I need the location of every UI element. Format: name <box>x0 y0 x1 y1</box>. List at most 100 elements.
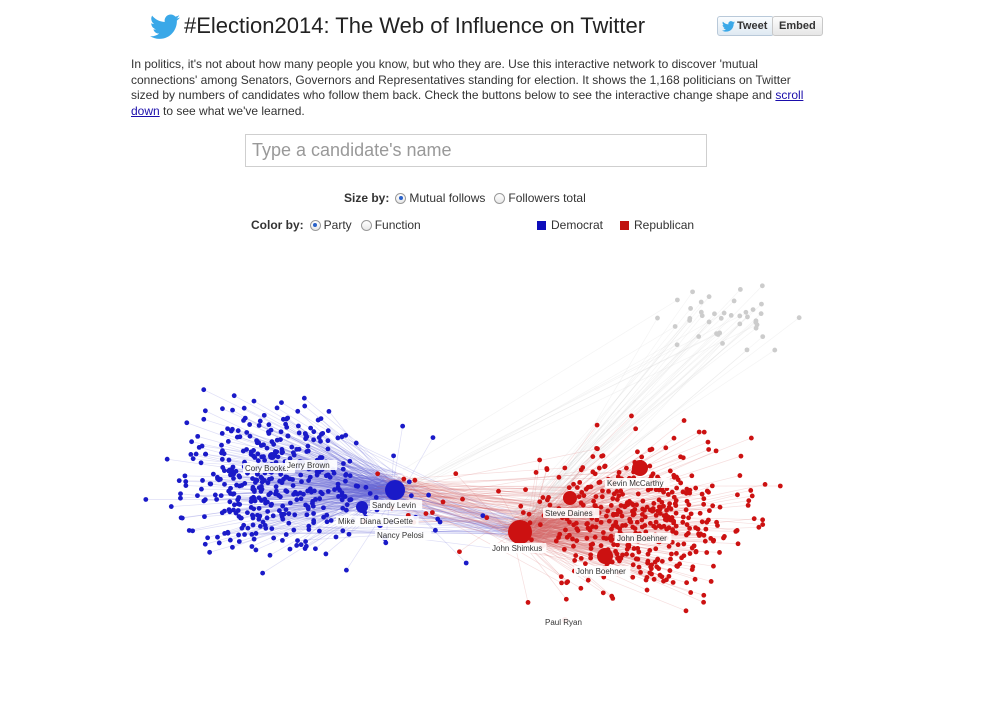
network-node[interactable] <box>705 439 711 445</box>
network-node[interactable] <box>311 520 317 526</box>
network-node[interactable] <box>308 425 314 431</box>
network-node[interactable] <box>673 503 679 509</box>
network-node[interactable] <box>627 519 633 524</box>
network-node[interactable] <box>671 518 677 524</box>
network-node[interactable] <box>644 504 650 510</box>
network-node[interactable] <box>304 449 310 454</box>
network-node[interactable] <box>735 492 740 498</box>
network-node[interactable] <box>670 580 676 585</box>
network-node[interactable] <box>460 496 465 502</box>
network-node[interactable] <box>236 473 242 479</box>
network-node[interactable] <box>230 544 235 550</box>
network-node[interactable] <box>278 429 284 435</box>
network-node[interactable] <box>698 309 704 315</box>
network-node[interactable] <box>228 428 234 434</box>
network-node[interactable] <box>253 477 259 483</box>
network-node[interactable] <box>683 490 689 496</box>
network-node[interactable] <box>616 493 622 499</box>
network-node[interactable] <box>236 539 242 544</box>
network-node[interactable] <box>667 568 673 573</box>
network-node[interactable] <box>294 543 300 548</box>
network-node[interactable] <box>672 324 678 329</box>
network-node[interactable] <box>257 418 263 424</box>
network-node[interactable] <box>692 576 698 582</box>
network-node[interactable] <box>182 473 188 479</box>
color-function-radio[interactable]: Function <box>360 218 421 232</box>
network-node[interactable] <box>262 496 268 502</box>
network-node[interactable] <box>231 507 236 513</box>
network-node[interactable] <box>620 552 625 558</box>
tweet-button[interactable]: Tweet <box>717 16 775 36</box>
network-node[interactable] <box>245 510 250 516</box>
network-node[interactable] <box>596 480 602 486</box>
network-node[interactable] <box>251 448 256 453</box>
network-node[interactable] <box>743 309 749 315</box>
network-node[interactable] <box>400 423 406 429</box>
network-node[interactable] <box>684 522 690 528</box>
network-node[interactable] <box>688 590 694 595</box>
network-node[interactable] <box>216 540 222 546</box>
network-node[interactable] <box>701 592 707 598</box>
network-node[interactable] <box>311 511 316 516</box>
network-node[interactable] <box>671 435 677 441</box>
network-node[interactable] <box>648 566 654 572</box>
network-node[interactable] <box>750 307 756 313</box>
network-node[interactable] <box>615 474 621 480</box>
network-node[interactable] <box>693 549 699 555</box>
network-node[interactable] <box>203 451 208 457</box>
network-node[interactable] <box>251 536 257 542</box>
network-node[interactable] <box>658 524 664 530</box>
network-node[interactable] <box>279 511 284 517</box>
network-node[interactable] <box>484 515 490 521</box>
network-node[interactable] <box>632 526 638 531</box>
network-node[interactable] <box>675 542 681 548</box>
network-node[interactable] <box>630 552 635 558</box>
network-node[interactable] <box>540 495 546 500</box>
network-node[interactable] <box>624 465 629 471</box>
network-node[interactable] <box>233 468 239 474</box>
network-node[interactable] <box>317 496 323 502</box>
network-node[interactable] <box>274 449 280 455</box>
network-node[interactable] <box>283 488 289 494</box>
network-node[interactable] <box>256 440 262 445</box>
network-node[interactable] <box>702 538 708 544</box>
network-node[interactable] <box>558 574 564 580</box>
network-node[interactable] <box>553 538 559 544</box>
network-node[interactable] <box>693 485 699 491</box>
network-node[interactable] <box>635 449 640 455</box>
network-node[interactable] <box>689 567 695 572</box>
network-node[interactable] <box>278 471 284 477</box>
network-node[interactable] <box>250 522 256 528</box>
network-node[interactable] <box>526 511 532 517</box>
network-node[interactable] <box>647 570 653 576</box>
network-node[interactable] <box>632 506 638 512</box>
network-node[interactable] <box>190 456 196 462</box>
network-node[interactable] <box>680 514 686 520</box>
network-node[interactable] <box>284 475 290 480</box>
network-node[interactable] <box>347 473 353 479</box>
network-node[interactable] <box>266 422 272 428</box>
network-node[interactable] <box>525 600 531 605</box>
network-node[interactable] <box>227 467 232 473</box>
network-node[interactable] <box>251 487 257 493</box>
network-node[interactable] <box>335 435 341 441</box>
network-node[interactable] <box>353 483 359 489</box>
network-node[interactable] <box>298 542 304 548</box>
network-node[interactable] <box>297 490 303 496</box>
network-node[interactable] <box>578 555 584 561</box>
network-node[interactable] <box>198 460 204 466</box>
network-node[interactable] <box>255 458 261 464</box>
network-node[interactable] <box>696 531 701 537</box>
network-node[interactable] <box>280 503 286 509</box>
network-node[interactable] <box>346 531 352 537</box>
network-node[interactable] <box>280 516 286 522</box>
network-node[interactable] <box>290 483 296 489</box>
network-node[interactable] <box>631 546 637 551</box>
network-node[interactable] <box>453 471 459 477</box>
network-node[interactable] <box>195 493 200 499</box>
network-node[interactable] <box>669 515 675 520</box>
network-node[interactable] <box>328 518 334 523</box>
network-node[interactable] <box>609 526 614 532</box>
network-node[interactable] <box>737 287 743 292</box>
network-node[interactable] <box>649 562 655 568</box>
